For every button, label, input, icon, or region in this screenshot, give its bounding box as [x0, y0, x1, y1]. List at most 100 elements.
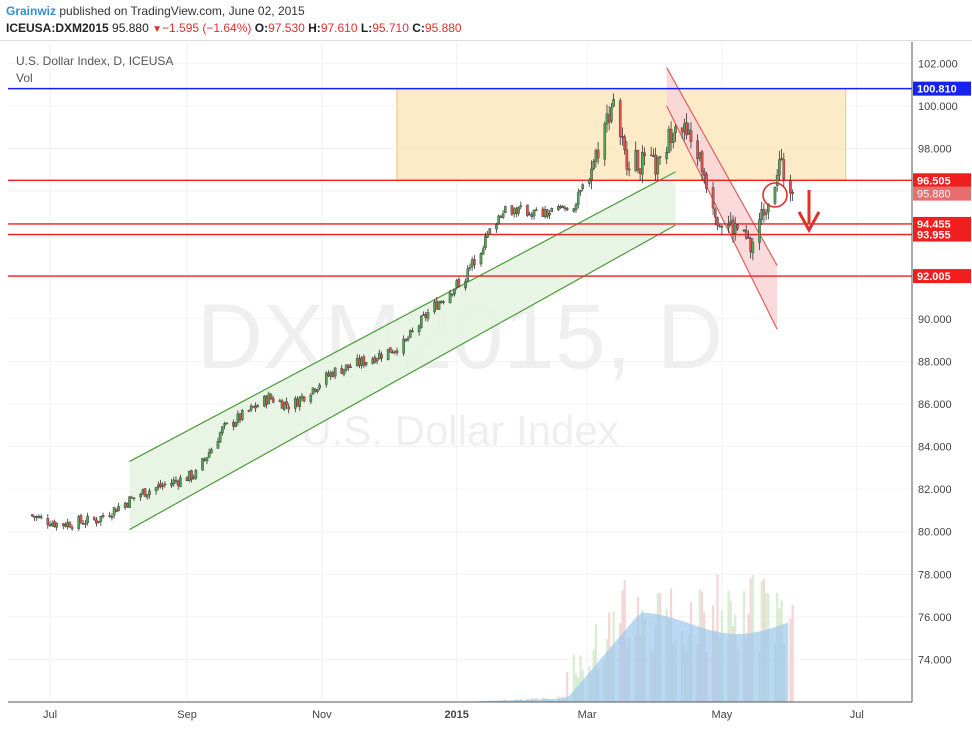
- candle-body: [420, 316, 423, 328]
- level-label-bg: [913, 173, 971, 188]
- candle-body: [473, 259, 476, 266]
- y-tick-label: 82.000: [918, 484, 952, 496]
- candle-body: [269, 394, 273, 400]
- candle-body: [318, 384, 321, 389]
- candle-body: [671, 133, 675, 143]
- y-tick-label: 84.000: [918, 442, 952, 454]
- candle-body: [101, 514, 105, 517]
- candle-body: [497, 215, 500, 224]
- y-tick-label: 74.000: [918, 654, 952, 666]
- candle-body: [35, 516, 39, 518]
- candle-body: [711, 187, 715, 209]
- candle-body: [378, 352, 381, 360]
- candle-body: [501, 213, 505, 218]
- candle-body: [313, 388, 317, 392]
- annotations: [762, 182, 821, 234]
- candle-body: [718, 225, 722, 228]
- candle-body: [504, 206, 507, 213]
- candle-body: [481, 248, 485, 255]
- candle-body: [221, 426, 224, 434]
- author-link[interactable]: Grainwiz: [6, 4, 57, 18]
- x-tick-label: Jul: [850, 709, 864, 721]
- candle-body: [141, 489, 145, 494]
- candle-body: [86, 515, 89, 523]
- candle-body: [435, 300, 439, 310]
- candle-body: [364, 362, 368, 366]
- candle-body: [612, 98, 615, 107]
- candle-body: [179, 477, 182, 487]
- candle-body: [327, 373, 330, 377]
- candle-body: [92, 517, 96, 520]
- candle-body: [340, 367, 344, 374]
- candle-body: [362, 356, 366, 366]
- candle-body: [727, 224, 730, 228]
- candle-body: [729, 221, 733, 224]
- candle-body: [636, 149, 640, 171]
- y-tick-label: 78.000: [918, 569, 952, 581]
- candle-body: [517, 206, 520, 214]
- candle-body: [205, 457, 209, 462]
- candle-body: [406, 338, 410, 340]
- axes: 74.000 76.000 78.000 80.000 82.000 84.000 86.0…: [0, 40, 972, 721]
- last-price: 95.880: [112, 21, 149, 35]
- candle-body: [68, 522, 72, 528]
- level-label: 93.955: [917, 230, 951, 242]
- candle-body: [285, 401, 288, 406]
- candle-body: [457, 279, 461, 287]
- drawings: [8, 67, 912, 531]
- symbol[interactable]: ICEUSA:DXM2015: [6, 21, 109, 35]
- x-tick-label: May: [712, 709, 733, 721]
- candle-body: [762, 209, 766, 216]
- candle-body: [782, 159, 786, 180]
- level-label-bg: [913, 81, 971, 96]
- candle-body: [156, 484, 160, 488]
- candle-body: [77, 516, 81, 529]
- down-arrow-icon: ▼: [152, 24, 162, 35]
- candle-body: [389, 347, 392, 353]
- candle-body: [402, 338, 405, 354]
- candle-body: [733, 223, 737, 234]
- candle-body: [607, 114, 611, 123]
- candle-body: [550, 208, 554, 212]
- candle-body: [375, 358, 379, 362]
- candle-body: [176, 481, 180, 486]
- down-channel-lower-line: [666, 105, 778, 330]
- candle-body: [342, 369, 346, 375]
- candle-body: [426, 312, 430, 319]
- candle-body: [696, 140, 699, 160]
- candle-body: [311, 387, 315, 394]
- candle-body: [791, 191, 794, 194]
- candle-body: [55, 522, 58, 528]
- candle-body: [329, 372, 332, 377]
- price-chart[interactable]: DXM2015, D U.S. Dollar Index U.S. Dollar…: [0, 40, 972, 730]
- x-tick-label: 2015: [444, 709, 468, 721]
- candle-body: [528, 213, 531, 216]
- legend-title: U.S. Dollar Index, D, ICEUSA: [16, 54, 173, 68]
- candle-body: [561, 205, 565, 209]
- candle-body: [347, 364, 350, 368]
- candle-body: [203, 458, 207, 461]
- price-change: −1.595 (−1.64%): [162, 21, 252, 35]
- candle-body: [70, 527, 74, 529]
- candle-body: [685, 122, 688, 136]
- y-tick-label: 80.000: [918, 527, 952, 539]
- candle-body: [37, 516, 41, 518]
- candle-body: [254, 405, 257, 409]
- candle-body: [736, 224, 739, 230]
- candle-body: [764, 212, 768, 215]
- candle-body: [132, 497, 136, 499]
- candle-body: [621, 136, 624, 138]
- candle-body: [433, 301, 436, 312]
- candle-body: [218, 432, 222, 443]
- candle-body: [238, 413, 242, 421]
- candle-body: [79, 515, 83, 523]
- candle-body: [548, 213, 551, 216]
- candle-body: [112, 507, 116, 516]
- candle-body: [515, 208, 518, 214]
- volume-bar: [791, 605, 794, 702]
- candle-body: [64, 524, 67, 527]
- candle-body: [778, 159, 781, 176]
- candle-body: [126, 503, 129, 507]
- target-circle: [762, 182, 788, 208]
- y-tick-label: 102.000: [918, 58, 958, 70]
